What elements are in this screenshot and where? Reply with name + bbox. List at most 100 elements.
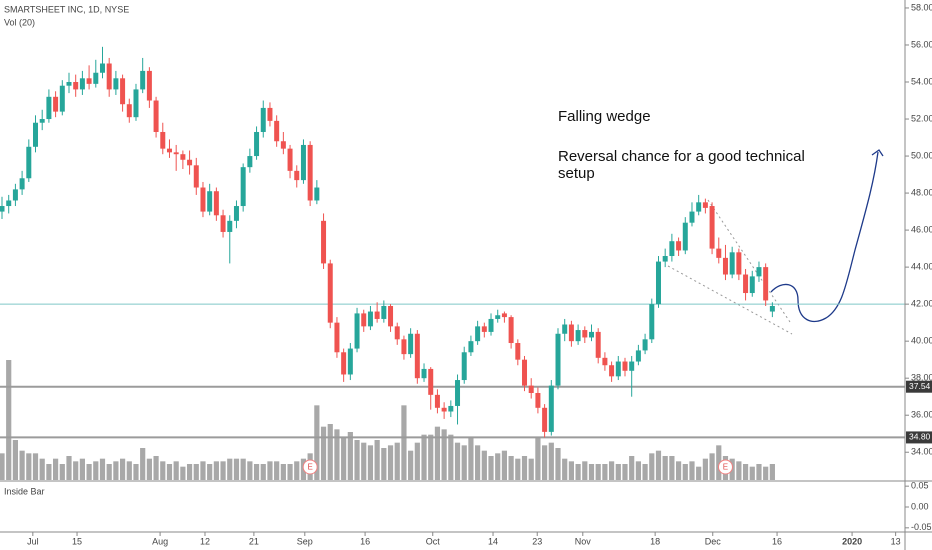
volume-bar [0,453,5,480]
candle-body [555,333,561,386]
volume-bar [595,464,601,480]
volume-bar [548,442,554,480]
candle-body [588,331,594,338]
candle-body [769,305,775,312]
volume-bar [374,440,380,480]
annotation: setup [558,165,595,182]
volume-bar [535,437,541,480]
volume-bar [629,456,635,480]
volume-bar [153,456,159,480]
candle-body [99,63,105,73]
volume-bar [441,429,447,480]
volume-bar [736,461,742,480]
volume-bar [207,464,213,480]
earnings-label: E [723,463,728,472]
volume-bar [408,450,414,480]
candle-body [655,261,661,305]
y-tick-label: 46.00 [911,224,932,234]
volume-bar [46,464,52,480]
x-tick-label: 16 [360,536,370,546]
volume-bar [133,464,139,480]
candle-body [629,361,635,371]
volume-bar [213,461,219,480]
candle-body [468,341,474,353]
level-label: 37.54 [909,381,931,391]
volume-bar [6,360,12,480]
candle-body [408,333,414,355]
volume-bar [320,426,327,480]
volume-bar [347,432,353,480]
volume-bar [32,453,39,480]
candle-body [347,348,353,375]
volume-bar [655,450,662,480]
candle-body [274,120,280,142]
candle-body [682,222,688,251]
volume-bar [52,458,59,480]
candle-body [488,318,494,332]
volume-bar [468,437,474,480]
volume-bar [615,464,621,480]
annotation: Reversal chance for a good technical [558,148,805,165]
volume-bar [608,461,615,480]
volume-bar [86,464,92,480]
candle-body [582,330,588,338]
earnings-marker [302,459,318,475]
volume-bar [19,450,25,480]
candle-body [133,89,139,118]
candle-body [334,322,340,353]
candle-body [166,148,172,153]
volume-bar [669,456,675,480]
volume-bar [93,461,99,480]
x-tick-label: 13 [891,536,901,546]
candle-body [294,170,300,181]
candle-body [394,326,400,340]
x-tick-label: Oct [426,536,441,546]
candle-body [187,159,193,166]
volume-bar [280,464,286,480]
candle-body [53,96,59,112]
candle-body [428,368,434,395]
volume-bar [367,445,374,480]
candle-body [702,202,708,208]
volume-bar [186,464,193,480]
volume-label: Vol (20) [4,17,35,27]
x-tick-label: Dec [705,536,722,546]
volume-bar [562,458,568,480]
candle-body [314,187,320,201]
candle-body [689,211,695,223]
volume-bar [113,461,119,480]
candle-body [113,78,119,90]
y-tick-label: 48.00 [911,187,932,197]
y-tick-label: 52.00 [911,113,932,123]
volume-bar [146,458,152,480]
candle-body [126,104,132,118]
volume-bar [602,464,608,480]
volume-bar [247,461,253,480]
x-tick-label: Jul [27,536,39,546]
candle-body [361,313,367,327]
candle-body [307,144,313,201]
earnings-marker [717,459,733,475]
volume-bar [756,464,762,480]
candle-body [481,326,487,332]
candle-body [39,119,45,123]
x-tick-label: Aug [152,536,168,546]
candle-body [602,357,608,366]
candle-body [421,368,427,379]
volume-bar [434,426,441,480]
candle-body [455,380,461,406]
candle-body [86,78,92,84]
candle-body [434,394,440,408]
candle-body [19,178,25,190]
x-tick-label: Sep [297,536,313,546]
candle-body [173,152,179,155]
volume-bar [508,456,514,480]
x-tick-label: 23 [532,536,542,546]
volume-bar [635,461,641,480]
candle-body [441,407,447,412]
volume-bar [481,450,487,480]
y-tick-label: 40.00 [911,336,932,346]
level-label-box [906,380,932,393]
candle-body [160,131,166,149]
